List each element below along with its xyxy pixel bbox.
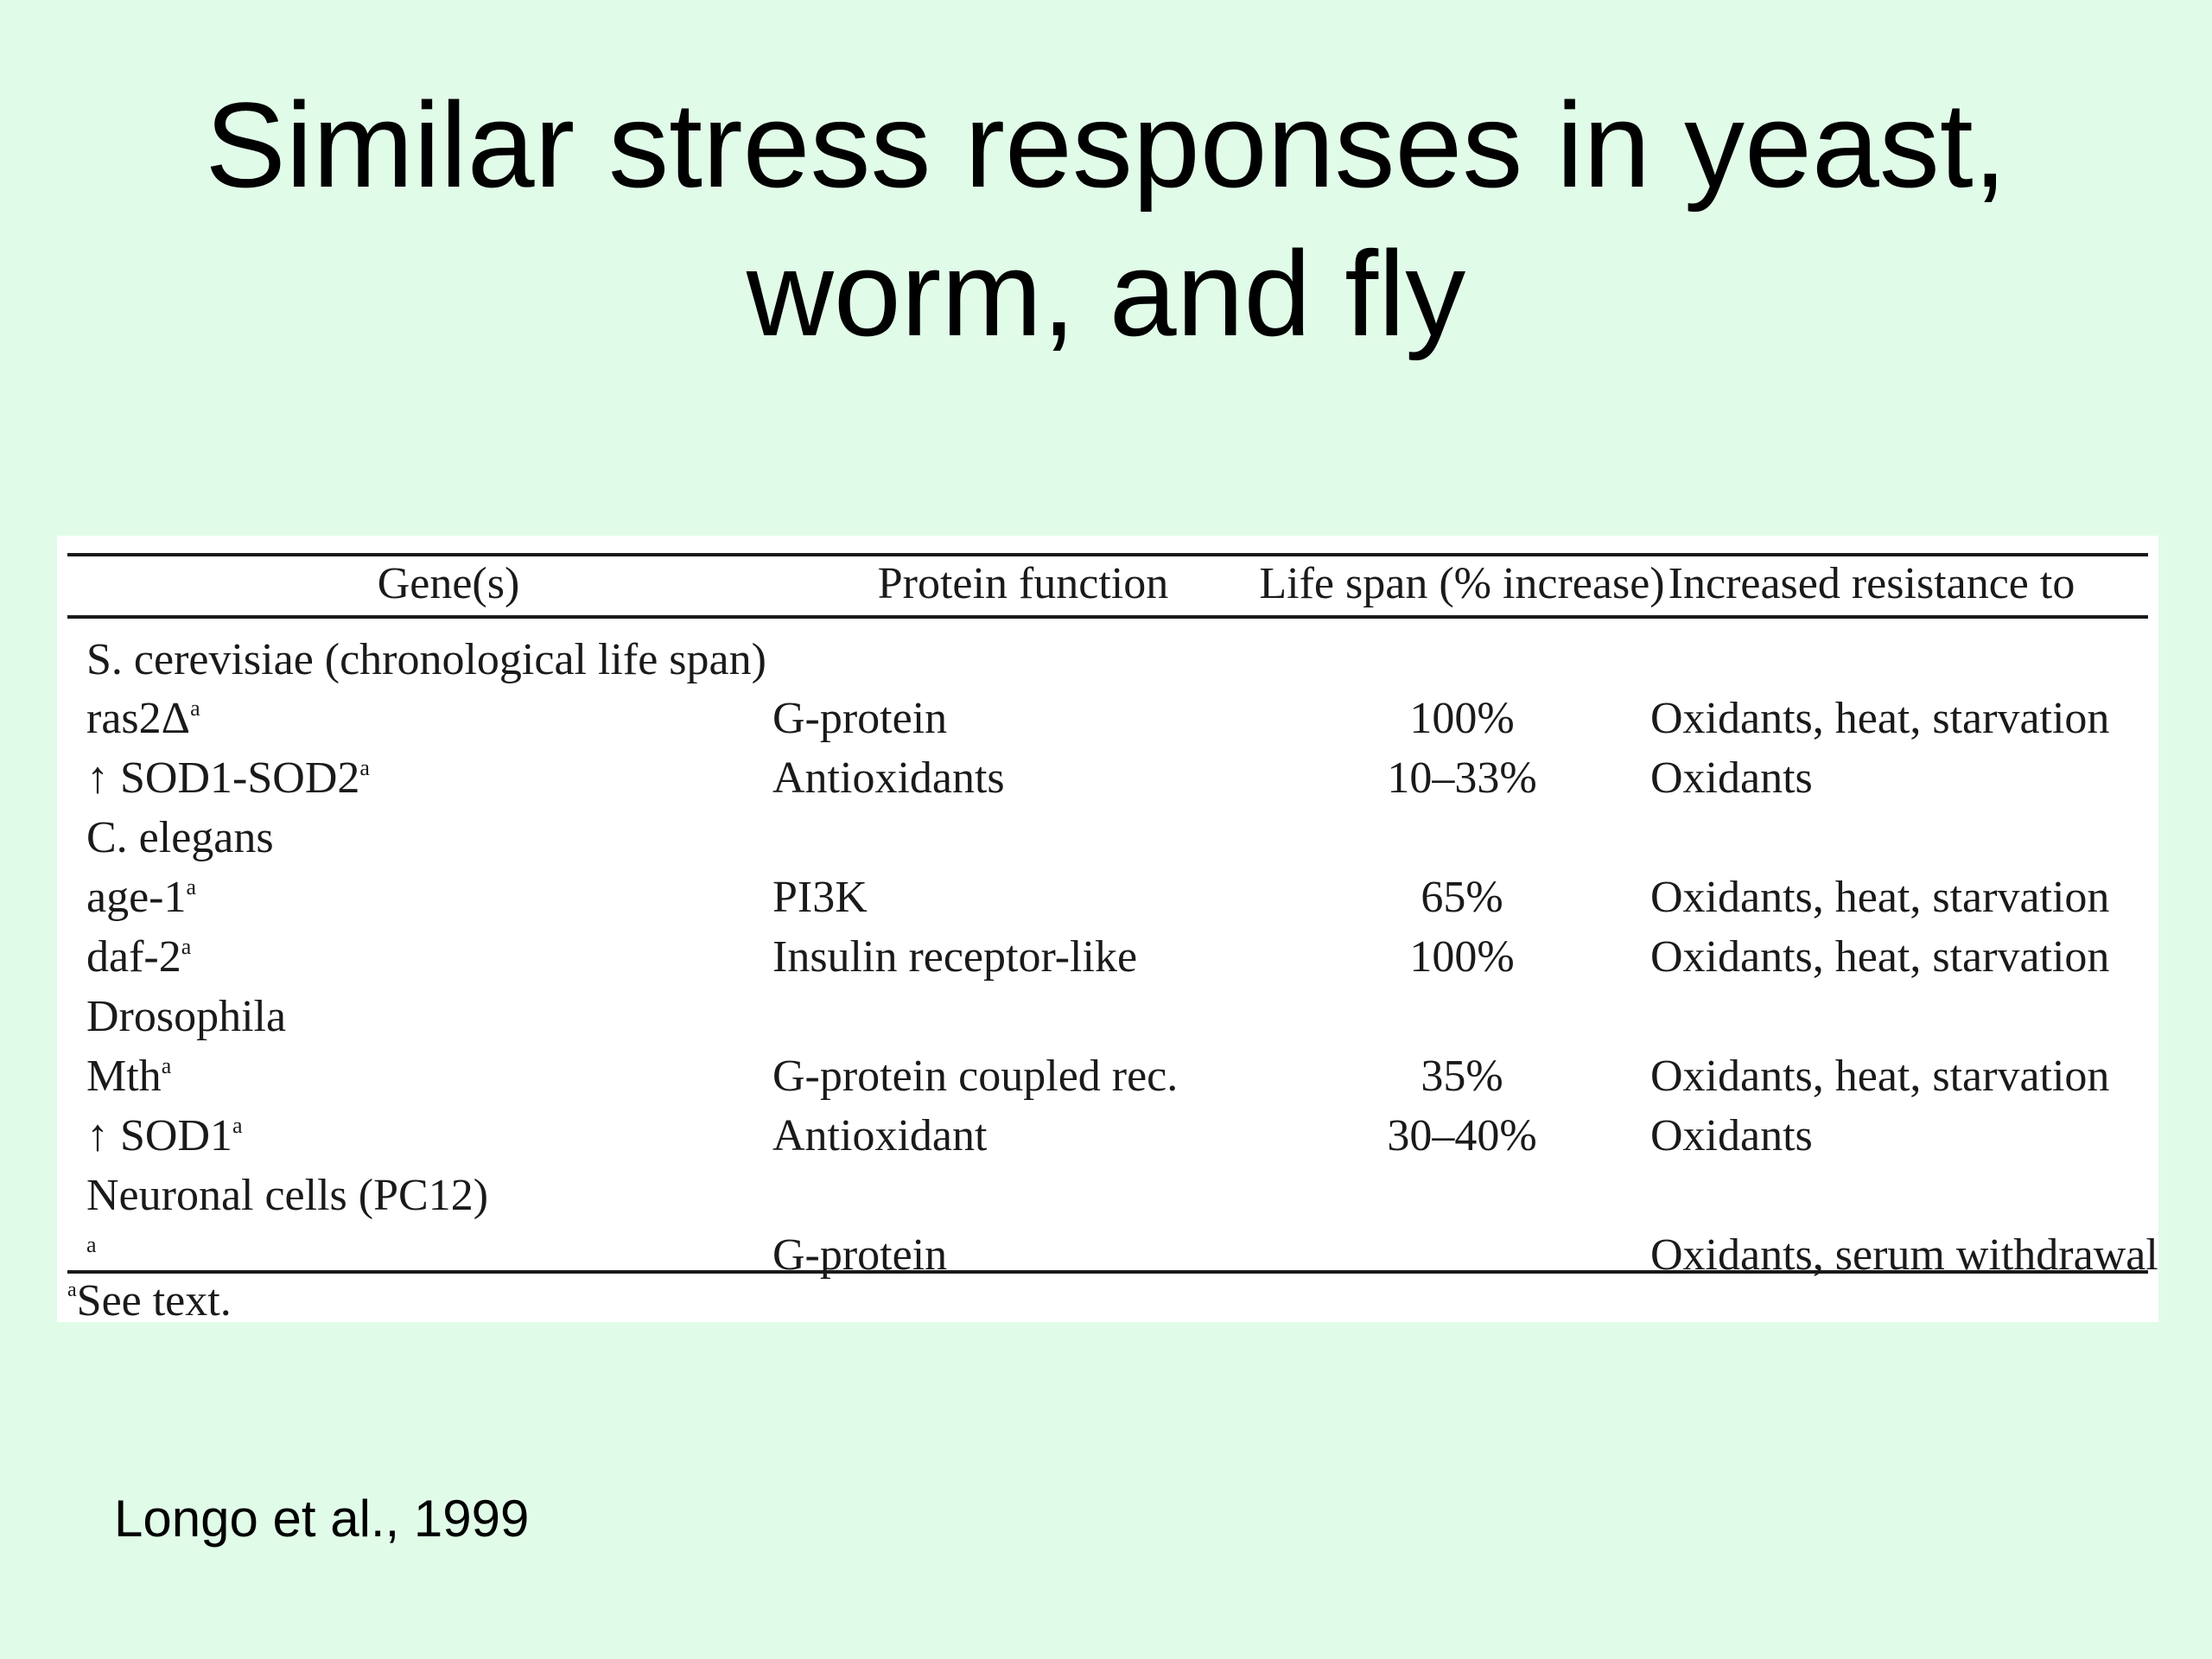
table-row-protein: G-protein coupled rec.	[772, 1052, 1179, 1101]
gene-footnote-mark: a	[161, 1053, 172, 1078]
table-footnote: aSee text.	[67, 1275, 232, 1327]
gene-footnote-mark: a	[232, 1113, 243, 1138]
gene-name: ↑ SOD1	[86, 1111, 233, 1160]
gene-name: Neuronal cells (PC12)	[86, 1171, 489, 1220]
table-row-gene: ras2Δa	[86, 693, 200, 745]
table-row-gene: Mtha	[86, 1051, 171, 1103]
table-row-gene: ↑ SOD1a	[86, 1110, 243, 1162]
citation: Longo et al., 1999	[114, 1490, 530, 1548]
table-row-protein: G-protein	[772, 694, 948, 743]
table-row-resistance: Oxidants, serum withdrawal	[1650, 1230, 2158, 1280]
gene-footnote-mark: a	[190, 696, 200, 721]
slide-title: Similar stress responses in yeast, worm,…	[0, 71, 2212, 368]
gene-name: S. cerevisiae (chronological life span)	[86, 635, 766, 684]
table-row-resistance: Oxidants, heat, starvation	[1650, 932, 2110, 982]
table-row-resistance: Oxidants, heat, starvation	[1650, 1052, 2110, 1101]
table-row-resistance: Oxidants	[1650, 753, 1813, 803]
gene-footnote-mark: a	[86, 1232, 97, 1257]
table-row-gene: C. elegans	[86, 812, 274, 864]
gene-name: ras2Δ	[86, 694, 191, 743]
gene-footnote-mark: a	[181, 934, 192, 959]
table-row-lifespan: 35%	[1421, 1052, 1503, 1101]
table-row-protein: G-protein	[772, 1230, 948, 1280]
header-life-span: Life span (% increase)	[1259, 559, 1665, 608]
table-header-rule	[67, 615, 2148, 619]
table-row-lifespan: 100%	[1409, 932, 1515, 982]
table-row-gene: age-1a	[86, 872, 196, 924]
gene-footnote-mark: a	[359, 755, 370, 780]
table-row-protein: PI3K	[772, 873, 868, 922]
gene-name: daf-2	[86, 932, 181, 982]
header-genes: Gene(s)	[377, 559, 520, 608]
slide-title-line-2: worm, and fly	[746, 226, 1466, 361]
gene-name: Mth	[86, 1052, 162, 1101]
table-row-gene: Drosophila	[86, 991, 286, 1043]
table-row-protein: Antioxidants	[772, 753, 1005, 803]
header-increased-resistance: Increased resistance to	[1668, 559, 2075, 608]
table-top-rule	[67, 553, 2148, 556]
gene-name: Drosophila	[86, 992, 287, 1041]
gene-name: C. elegans	[86, 813, 274, 862]
table-bottom-rule	[67, 1270, 2148, 1274]
table-row-resistance: Oxidants, heat, starvation	[1650, 873, 2110, 922]
table-row-resistance: Oxidants, heat, starvation	[1650, 694, 2110, 743]
table-row-gene: Neuronal cells (PC12)	[86, 1170, 488, 1222]
table-row-lifespan: 30–40%	[1387, 1111, 1537, 1160]
table-row-gene: S. cerevisiae (chronological life span)	[86, 634, 766, 686]
footnote-mark: a	[67, 1279, 77, 1301]
table-row-gene: ↑ SOD1-SOD2a	[86, 753, 370, 804]
lifespan-table: Gene(s) Protein function Life span (% in…	[57, 536, 2158, 1325]
footnote-text: See text.	[76, 1276, 232, 1325]
gene-name: ↑ SOD1-SOD2	[86, 753, 360, 803]
table-row-protein: Antioxidant	[772, 1111, 988, 1160]
table-row-lifespan: 10–33%	[1387, 753, 1537, 803]
table-row-resistance: Oxidants	[1650, 1111, 1813, 1160]
table-row-gene: daf-2a	[86, 931, 191, 983]
header-protein-function: Protein function	[877, 559, 1169, 608]
gene-footnote-mark: a	[186, 874, 197, 899]
table-row-protein: Insulin receptor-like	[772, 932, 1138, 982]
table-row-lifespan: 100%	[1409, 694, 1515, 743]
gene-name: age-1	[86, 873, 187, 922]
table-row-lifespan: 65%	[1421, 873, 1503, 922]
table-row-gene: a	[86, 1230, 97, 1281]
slide-title-line-1: Similar stress responses in yeast,	[205, 77, 2007, 213]
